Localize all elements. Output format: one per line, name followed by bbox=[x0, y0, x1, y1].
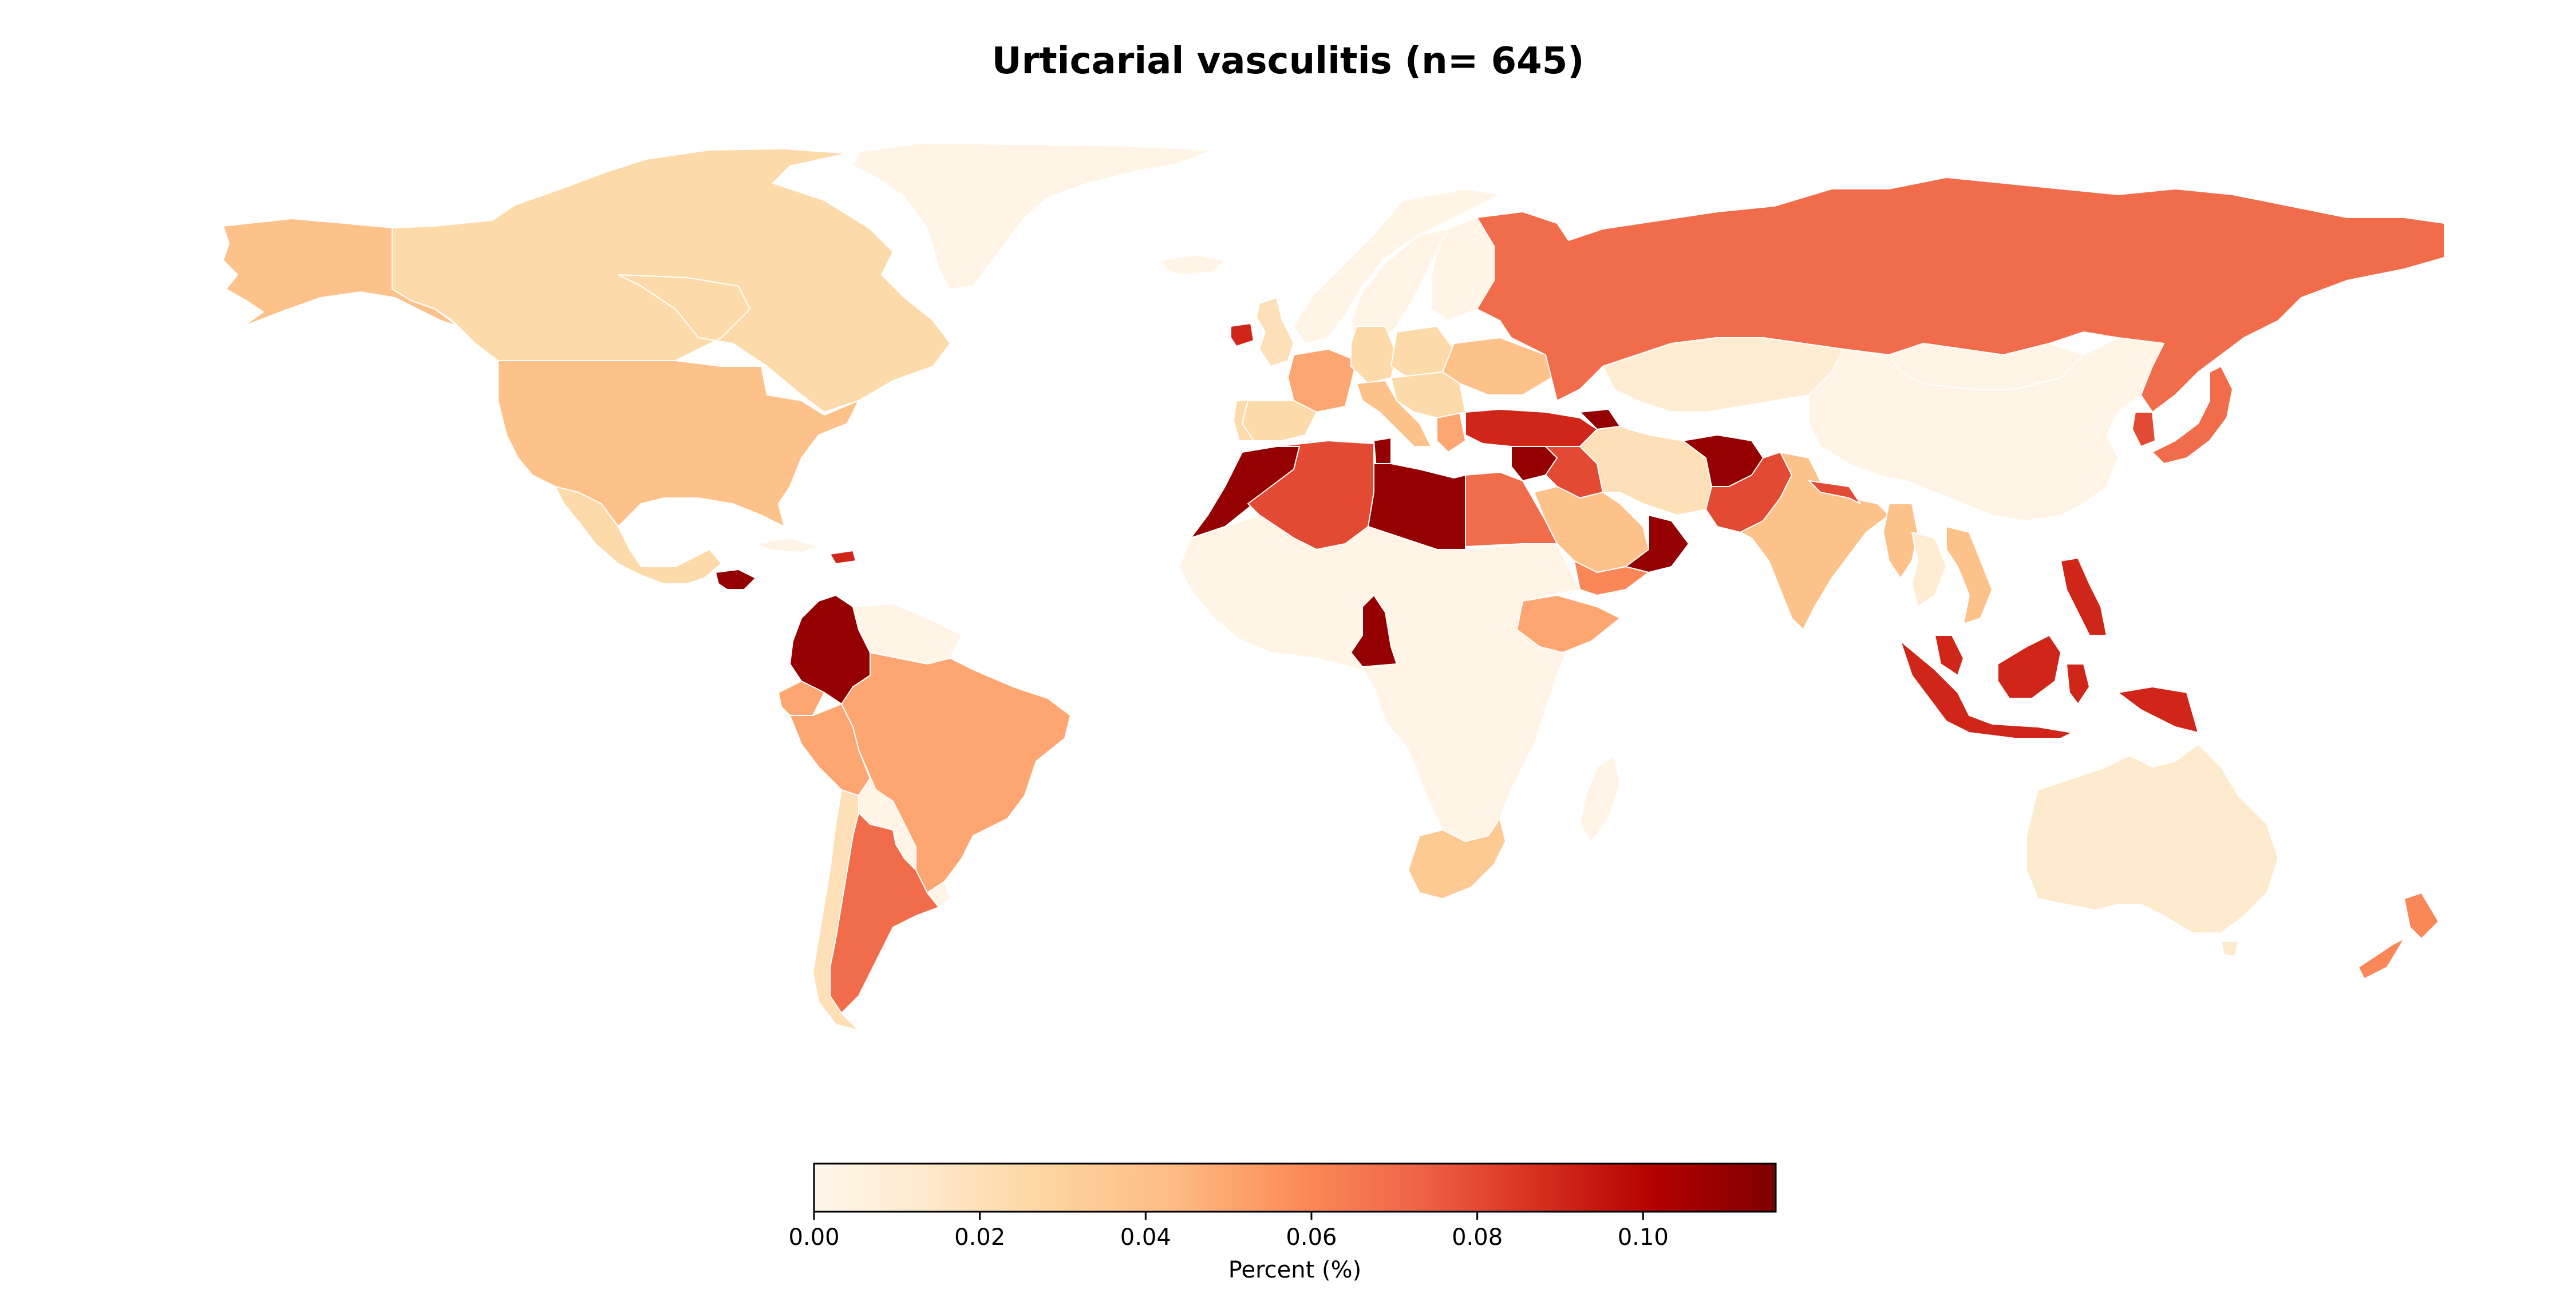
region-ireland bbox=[1230, 323, 1254, 347]
region-iran bbox=[1579, 426, 1712, 516]
region-chile bbox=[812, 789, 859, 1031]
region-vietnam bbox=[1946, 526, 1993, 624]
colorbar: 0.00 0.02 0.04 0.06 0.08 0.10 Percent (%) bbox=[788, 1162, 1777, 1283]
region-cuba bbox=[755, 537, 819, 553]
region-norway bbox=[1293, 188, 1500, 344]
country-layer bbox=[223, 143, 2445, 1031]
region-brazil bbox=[841, 652, 1071, 893]
region-spain bbox=[1242, 400, 1317, 441]
region-france bbox=[1287, 349, 1357, 413]
region-guatemala bbox=[715, 569, 756, 590]
region-borneo bbox=[1997, 635, 2061, 699]
region-germany bbox=[1350, 326, 1397, 384]
region-russia bbox=[1476, 177, 2445, 413]
region-south-africa bbox=[1408, 818, 1506, 899]
region-malaysia bbox=[1934, 635, 1964, 676]
colorbar-tick-label: 0.02 bbox=[954, 1224, 1005, 1251]
region-sub-saharan-africa bbox=[1179, 515, 1581, 842]
region-south-korea bbox=[2132, 412, 2156, 447]
colorbar-tick-label: 0.08 bbox=[1452, 1224, 1503, 1251]
colorbar-tick-label: 0.10 bbox=[1618, 1224, 1669, 1251]
region-united-states bbox=[497, 360, 859, 527]
region-oman bbox=[1625, 515, 1689, 573]
region-iceland bbox=[1161, 254, 1226, 275]
region-thailand bbox=[1911, 532, 1947, 607]
region-indonesia bbox=[1900, 640, 2073, 739]
colorbar-tick-label: 0.00 bbox=[788, 1224, 839, 1251]
region-italy bbox=[1356, 380, 1432, 447]
colorbar-ticks: 0.00 0.02 0.04 0.06 0.08 0.10 bbox=[788, 1212, 1669, 1251]
region-central-europe bbox=[1390, 371, 1466, 418]
colorbar-tick-label: 0.06 bbox=[1286, 1224, 1337, 1251]
region-nepal bbox=[1808, 480, 1861, 504]
region-ethiopia bbox=[1516, 595, 1621, 653]
region-madagascar bbox=[1579, 755, 1621, 842]
colorbar-tick-label: 0.04 bbox=[1120, 1224, 1171, 1251]
region-united-kingdom bbox=[1256, 297, 1294, 367]
region-greece bbox=[1436, 412, 1466, 453]
region-tasmania bbox=[2221, 941, 2239, 956]
colorbar-gradient bbox=[813, 1162, 1777, 1213]
region-cameroon bbox=[1350, 595, 1397, 667]
region-australia bbox=[2026, 744, 2279, 934]
region-philippines bbox=[2060, 557, 2107, 636]
region-turkey bbox=[1465, 409, 1598, 447]
region-mexico bbox=[555, 486, 722, 584]
region-greenland bbox=[852, 143, 1214, 290]
region-myanmar bbox=[1883, 503, 1918, 579]
region-egypt bbox=[1465, 472, 1558, 547]
region-papua-new-guinea bbox=[2117, 686, 2199, 733]
region-yemen bbox=[1574, 560, 1649, 596]
region-portugal bbox=[1233, 400, 1254, 441]
region-china bbox=[1808, 337, 2164, 521]
region-dominican-republic bbox=[829, 550, 856, 564]
map-title: Urticarial vasculitis (n= 645) bbox=[991, 40, 1585, 82]
region-sulawesi bbox=[2066, 663, 2090, 705]
region-japan bbox=[2152, 366, 2233, 464]
colorbar-label: Percent (%) bbox=[1228, 1257, 1361, 1283]
region-new-zealand bbox=[2358, 892, 2439, 979]
